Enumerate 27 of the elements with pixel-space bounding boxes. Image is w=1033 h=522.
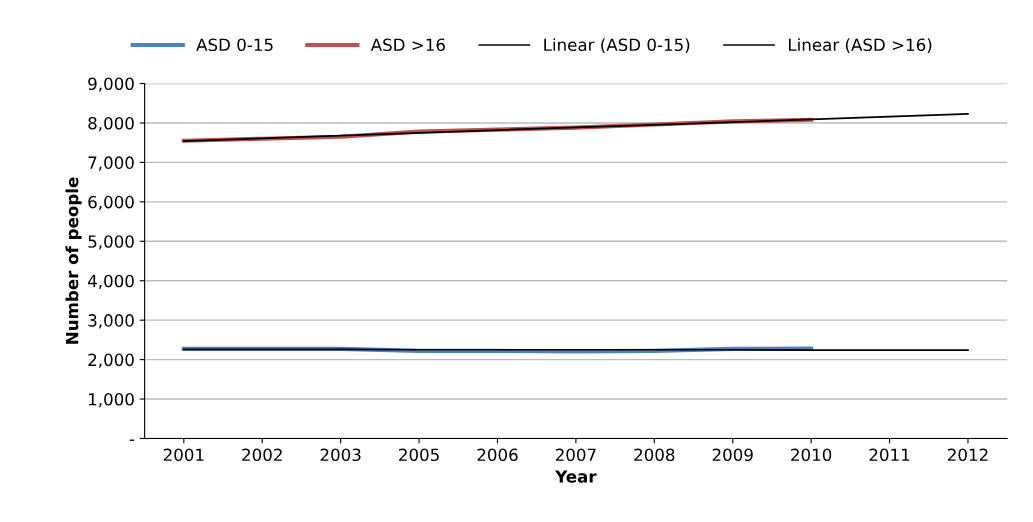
y-tick-label: - [129,439,135,441]
y-tick-label: 2,000 [88,353,134,368]
x-tick-label: 2009 [712,448,753,462]
legend-label: Linear (ASD 0-15) [544,38,690,54]
x-tick-label: 2011 [869,448,910,462]
y-tick-label: 8,000 [88,116,134,132]
x-tick-label: 2006 [477,448,518,462]
x-tick-label: 2005 [399,448,439,462]
y-axis-title: Number of people [65,177,82,344]
x-tick-label: 2001 [163,448,204,462]
x-tick-label: 2002 [242,448,282,462]
legend-label: ASD 0-15 [196,38,273,52]
y-tick-label: 3,000 [88,314,134,329]
x-tick-label: 2012 [947,448,988,462]
legend-label: ASD >16 [370,38,445,52]
x-tick-label: 2007 [555,448,596,462]
y-tick-label: 7,000 [88,156,134,171]
y-tick-label: 6,000 [88,195,134,211]
y-tick-label: 9,000 [88,77,134,92]
x-tick-label: 2008 [634,448,675,462]
x-tick-label: 2003 [320,448,361,462]
y-tick-label: 5,000 [88,235,134,250]
x-tick-label: 2010 [791,448,832,462]
y-tick-label: 4,000 [88,274,134,289]
legend-label: Linear (ASD >16) [789,38,932,54]
y-tick-label: 1,000 [89,393,134,408]
x-axis-title: Year [555,470,597,483]
